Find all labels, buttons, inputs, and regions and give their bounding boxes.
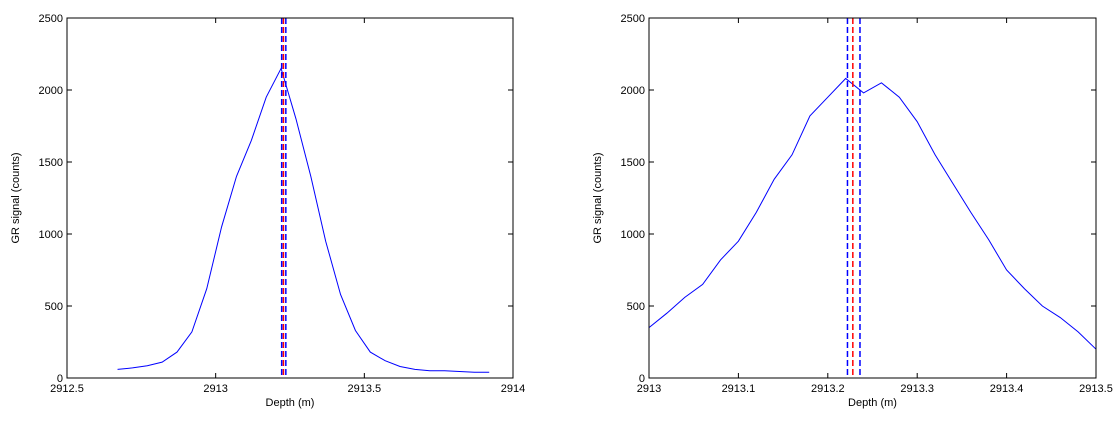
y-tick-label: 0 [57,373,63,385]
axes-box [648,17,1097,379]
data-line [648,77,1097,350]
y-tick-label: 0 [639,373,645,385]
y-tick-label: 2500 [621,13,645,25]
y-tick-label: 2500 [39,13,63,25]
y-tick-label: 500 [45,301,63,313]
x-tick-label: 2912.5 [50,383,84,395]
x-axis-label: Depth (m) [266,397,315,409]
y-tick-label: 1000 [39,229,63,241]
x-tick-label: 2913.2 [811,383,845,395]
x-tick-label: 2913 [203,383,227,395]
y-tick-label: 2000 [39,85,63,97]
y-tick-label: 1500 [621,157,645,169]
x-tick-label: 2913 [637,383,661,395]
axes-box [66,17,514,379]
y-axis-label: GR signal (counts) [592,152,604,243]
x-tick-label: 2913.5 [1079,383,1113,395]
x-axis-label: Depth (m) [848,397,897,409]
y-tick-label: 1000 [621,229,645,241]
y-tick-label: 1500 [39,157,63,169]
x-tick-label: 2913.5 [348,383,382,395]
x-tick-label: 2913.4 [990,383,1024,395]
data-line [117,67,490,373]
x-tick-label: 2913.3 [900,383,934,395]
y-axis-label: GR signal (counts) [10,152,22,243]
x-tick-label: 2913.1 [722,383,756,395]
x-tick-label: 2914 [501,383,525,395]
y-tick-label: 2000 [621,85,645,97]
y-tick-label: 500 [627,301,645,313]
